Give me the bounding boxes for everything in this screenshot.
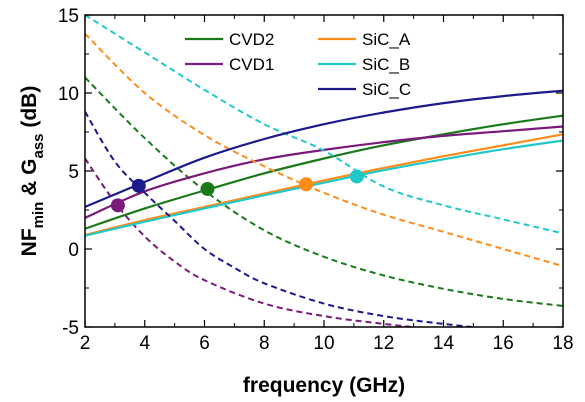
series-cvd1-dashed-line xyxy=(85,157,422,327)
marker-layer xyxy=(110,169,364,213)
y-tick-label: 15 xyxy=(58,6,79,27)
y-tick-label: 10 xyxy=(58,84,79,105)
series-sic-c-dashed-line xyxy=(85,111,482,327)
x-tick-label: 12 xyxy=(373,333,394,354)
series-cvd2-crossing-marker xyxy=(200,181,215,196)
series-sic-b-crossing-marker xyxy=(349,169,364,184)
x-tick-label: 18 xyxy=(552,333,573,354)
y-axis-title: NFmin & Gass (dB) xyxy=(18,86,47,257)
series-sic-b-solid-line xyxy=(85,139,563,237)
series-sic-a-dashed-line xyxy=(85,32,563,268)
series-layer xyxy=(85,15,563,327)
legend: CVD2 SiC_A CVD1 SiC_B SiC_C xyxy=(185,30,411,99)
x-tick-label: 10 xyxy=(313,333,334,354)
series-sic-a-solid-line xyxy=(85,133,563,237)
series-sic-c-crossing-marker xyxy=(131,178,146,193)
x-axis-title: frequency (GHz) xyxy=(243,374,405,397)
legend-cvd2-label: CVD2 xyxy=(229,30,274,49)
legend-sic-c-label: SiC_C xyxy=(362,80,411,99)
y-axis-ticks: -5 0 5 10 15 xyxy=(58,6,563,339)
y-axis-title-part-5: (dB) xyxy=(18,86,41,134)
x-tick-label: 4 xyxy=(139,333,150,354)
series-cvd2-solid-line xyxy=(85,114,563,230)
x-tick-label: 14 xyxy=(433,333,455,354)
y-axis-title-subscript-ass: ass xyxy=(30,133,47,158)
series-sic-b-dashed-line xyxy=(85,15,563,235)
series-sic-a-crossing-marker xyxy=(299,177,314,192)
y-tick-label: 0 xyxy=(68,240,79,261)
x-axis-ticks: 2 4 6 8 10 12 14 16 18 xyxy=(80,15,574,354)
y-axis-title-part-3: & G xyxy=(18,159,41,202)
y-axis-title-subscript-min: min xyxy=(30,202,47,229)
x-tick-label: 6 xyxy=(199,333,210,354)
legend-sic-a-label: SiC_A xyxy=(362,30,411,49)
x-tick-label: 8 xyxy=(259,333,270,354)
y-tick-label: -5 xyxy=(62,318,79,339)
legend-sic-b-label: SiC_B xyxy=(362,55,410,74)
plot-frame xyxy=(84,14,564,328)
series-cvd1-crossing-marker xyxy=(110,198,125,213)
y-tick-label: 5 xyxy=(68,162,79,183)
series-cvd2-dashed-line xyxy=(85,76,563,307)
legend-cvd1-label: CVD1 xyxy=(229,55,274,74)
x-tick-label: 2 xyxy=(80,333,91,354)
x-tick-label: 16 xyxy=(493,333,514,354)
series-sic-c-solid-line xyxy=(85,89,563,208)
y-axis-title-part-1: NF xyxy=(18,228,41,256)
